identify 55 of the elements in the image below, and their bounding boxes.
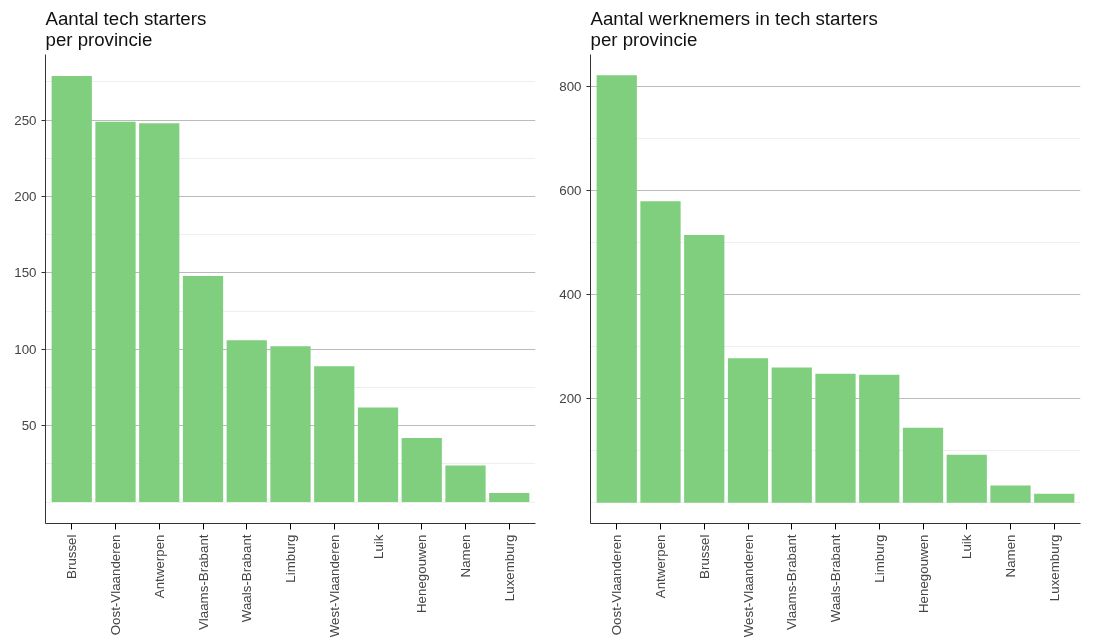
x-tick-label: Luxemburg xyxy=(501,534,517,602)
y-tick-label: 200 xyxy=(559,391,582,407)
x-tick-label: Luxemburg xyxy=(1046,534,1062,602)
y-tick-label: 50 xyxy=(21,418,37,434)
bar xyxy=(596,75,637,503)
y-tick-label: 150 xyxy=(14,265,37,281)
x-tick-label: Namen xyxy=(458,534,473,578)
x-tick-label: Brussel xyxy=(64,534,80,579)
x-tick-label: West-Vlaanderen xyxy=(740,534,756,638)
bar xyxy=(401,437,442,503)
x-tick-label: Waals-Brabant xyxy=(239,534,255,623)
bar xyxy=(859,374,900,503)
x-tick-label: Henegouwen xyxy=(915,534,931,614)
chart-title: Aantal werknemers in tech starters per provincie xyxy=(590,7,878,50)
bar xyxy=(902,427,944,503)
x-tick-label: Vlaams-Brabant xyxy=(195,534,211,631)
bar xyxy=(727,358,769,503)
x-tick-label: Waals-Brabant xyxy=(828,534,843,623)
y-tick-label: 600 xyxy=(559,183,582,199)
bar xyxy=(990,485,1031,503)
bar xyxy=(139,123,180,503)
x-tick-label: Antwerpen xyxy=(653,534,668,599)
bar xyxy=(489,492,530,503)
x-tick-label: Antwerpen xyxy=(151,534,167,599)
bar xyxy=(815,373,856,503)
x-tick-label: West-Vlaanderen xyxy=(326,534,342,638)
bar xyxy=(314,366,355,503)
x-tick-label: Luik xyxy=(370,534,386,559)
bar xyxy=(771,367,812,503)
bar xyxy=(684,234,725,503)
y-tick-label: 200 xyxy=(14,189,37,205)
bar xyxy=(270,346,311,503)
x-tick-label: Oost-Vlaanderen xyxy=(108,534,123,636)
y-tick-label: 100 xyxy=(14,341,37,357)
bar xyxy=(640,201,681,503)
bar xyxy=(357,407,399,503)
chart-title: Aantal tech starters per provincie xyxy=(45,7,207,50)
bar xyxy=(182,276,224,503)
y-tick-label: 800 xyxy=(559,79,582,95)
y-tick-label: 250 xyxy=(14,112,37,128)
x-tick-label: Oost-Vlaanderen xyxy=(609,534,625,636)
x-tick-label: Limburg xyxy=(871,534,887,583)
bar xyxy=(946,454,987,503)
y-tick-label: 400 xyxy=(559,287,582,303)
x-tick-label: Limburg xyxy=(283,534,298,583)
bar xyxy=(95,121,136,503)
x-tick-label: Henegouwen xyxy=(414,534,430,614)
bar xyxy=(445,465,486,503)
x-tick-label: Namen xyxy=(1003,534,1018,578)
x-tick-label: Luik xyxy=(959,534,975,559)
bar xyxy=(51,75,92,503)
x-tick-label: Vlaams-Brabant xyxy=(784,534,800,631)
bar xyxy=(226,340,267,503)
x-tick-label: Brussel xyxy=(696,534,712,579)
bar xyxy=(1034,493,1075,503)
